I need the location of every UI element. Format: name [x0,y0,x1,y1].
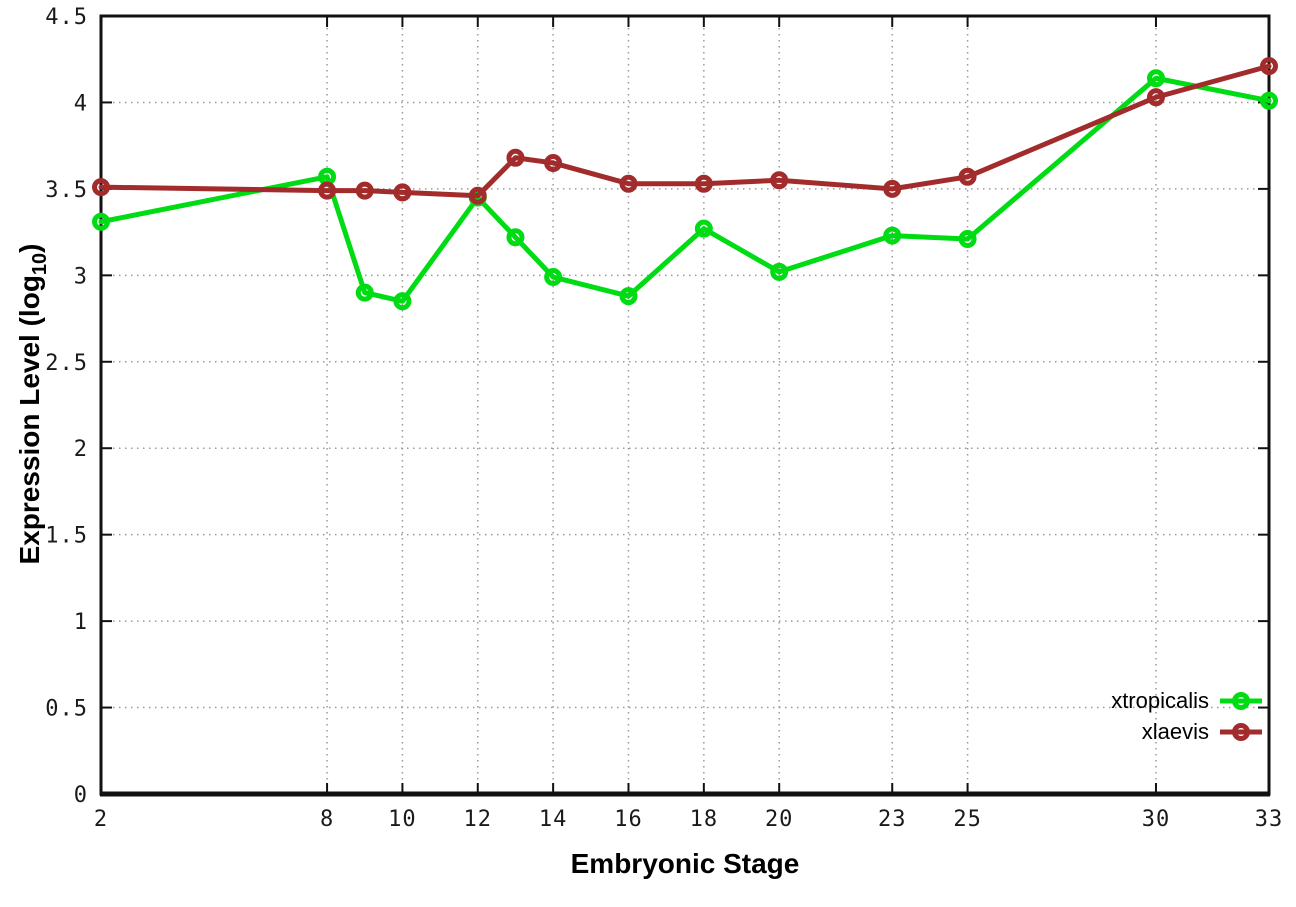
data-point-xlaevis [1260,57,1278,76]
data-point-xlaevis [355,181,374,200]
data-point-xlaevis [1146,88,1165,107]
data-point-xtropicalis [619,287,638,306]
data-point-xtropicalis [1260,91,1278,110]
data-point-xtropicalis [1146,69,1165,88]
series-marker-icon [1220,722,1262,741]
data-point-xtropicalis [883,226,902,245]
legend-item-xlaevis: xlaevis [1111,716,1264,747]
y-tick-label: 1 [74,610,88,635]
y-tick-label: 2 [74,437,88,462]
y-tick-label: 1.5 [45,524,88,549]
data-point-xlaevis [92,178,110,197]
legend-item-xtropicalis: xtropicalis [1111,685,1264,716]
data-point-xtropicalis [92,212,110,231]
y-tick-label: 3 [74,264,88,289]
legend-label-xtropicalis: xtropicalis [1111,687,1209,713]
legend: xtropicalis xlaevis [1111,685,1264,747]
data-point-xtropicalis [393,292,412,311]
data-point-xlaevis [958,167,977,186]
x-tick-label: 25 [953,807,982,832]
y-tick-label: 0 [74,783,88,808]
y-axis-title-suffix: ) [14,243,46,253]
x-tick-label: 2 [94,807,108,832]
y-axis-title-subscript: 10 [28,252,51,276]
y-tick-label: 4 [74,91,88,116]
data-point-xtropicalis [958,230,977,249]
data-point-xtropicalis [506,228,525,247]
legend-label-xlaevis: xlaevis [1141,718,1209,744]
x-tick-label: 10 [388,807,417,832]
data-point-xlaevis [318,181,337,200]
data-point-xlaevis [883,179,902,198]
data-point-xlaevis [619,174,638,193]
data-point-xtropicalis [355,283,374,302]
x-tick-label: 16 [614,807,643,832]
data-point-xlaevis [393,183,412,202]
data-point-xlaevis [770,171,789,190]
data-point-xtropicalis [694,219,713,238]
x-tick-label: 30 [1142,807,1171,832]
x-tick-label: 23 [878,807,907,832]
x-axis-title: Embryonic Stage [570,848,800,879]
x-tick-label: 33 [1255,807,1284,832]
data-point-xlaevis [468,186,487,205]
y-tick-label: 3.5 [45,178,88,203]
data-point-xlaevis [544,153,563,172]
x-tick-label: 12 [464,807,493,832]
x-tick-label: 14 [539,807,568,832]
y-axis-title-text: Expression Level (log [14,275,46,565]
y-axis-title: Expression Level (log10) [14,244,52,565]
data-point-xlaevis [506,148,525,167]
series-marker-icon [1220,691,1262,710]
y-tick-label: 0.5 [45,697,88,722]
x-tick-label: 18 [690,807,719,832]
y-tick-label: 2.5 [45,351,88,376]
data-point-xlaevis [694,174,713,193]
data-point-xtropicalis [770,262,789,281]
data-point-xtropicalis [544,268,563,287]
y-tick-label: 4.5 [45,5,88,30]
x-tick-label: 8 [320,807,334,832]
x-tick-label: 20 [765,807,794,832]
